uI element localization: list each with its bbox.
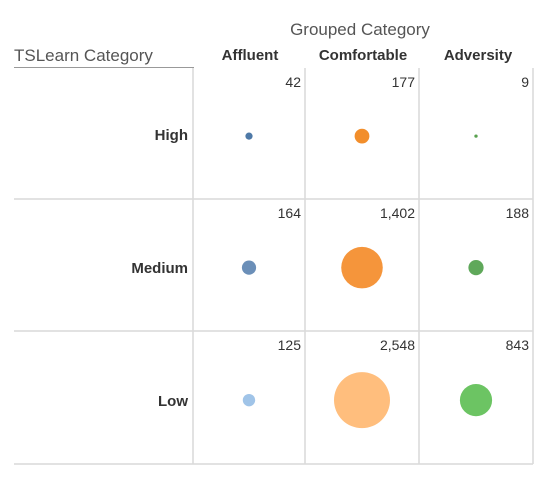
column-header-adversity[interactable]: Adversity [443, 47, 513, 64]
row-header-low[interactable]: Low [158, 393, 188, 410]
row-header-medium[interactable]: Medium [131, 260, 188, 277]
bubble-medium-adversity[interactable] [468, 260, 484, 276]
row-header-divider [14, 67, 194, 68]
value-label-low-comfortable: 2,548 [379, 337, 415, 353]
bubble-high-adversity[interactable] [474, 134, 478, 138]
value-label-medium-affluent: 164 [277, 205, 301, 221]
value-label-high-comfortable: 177 [391, 74, 415, 90]
bubble-low-comfortable[interactable] [334, 372, 390, 429]
bubble-high-comfortable[interactable] [354, 128, 370, 144]
column-header-affluent[interactable]: Affluent [221, 47, 279, 64]
bubble-low-affluent[interactable] [242, 393, 256, 407]
row-header-high[interactable]: High [154, 127, 188, 144]
bubble-medium-comfortable[interactable] [341, 246, 383, 289]
row-group-title: TSLearn Category [14, 46, 153, 65]
bubble-low-adversity[interactable] [459, 384, 493, 417]
value-label-medium-comfortable: 1,402 [379, 205, 415, 221]
value-label-high-adversity: 9 [521, 74, 529, 90]
value-label-medium-adversity: 188 [505, 205, 529, 221]
bubble-high-affluent[interactable] [245, 132, 253, 140]
bubble-medium-affluent[interactable] [241, 260, 257, 275]
value-label-low-adversity: 843 [505, 337, 529, 353]
column-header-comfortable[interactable]: Comfortable [318, 47, 408, 64]
value-label-high-affluent: 42 [285, 74, 301, 90]
value-label-low-affluent: 125 [277, 337, 301, 353]
column-group-title: Grouped Category [290, 20, 430, 39]
